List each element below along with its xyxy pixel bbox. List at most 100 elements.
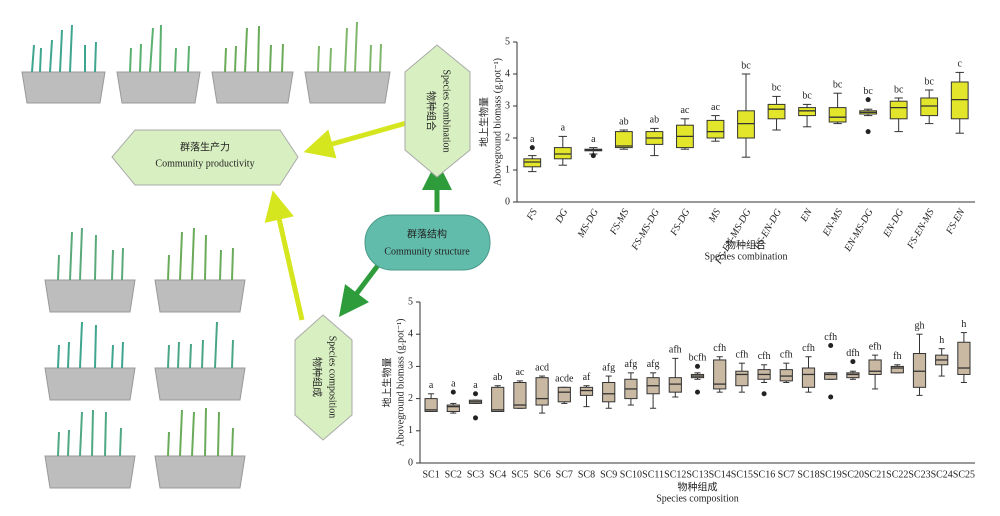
y-label: 地上生物量 <box>477 97 490 147</box>
structure-box <box>364 214 491 271</box>
y-label: Aboveground biomass (g.pot⁻¹) <box>395 319 406 447</box>
pots <box>21 71 391 489</box>
box <box>846 372 860 379</box>
annotation: bc <box>863 86 873 97</box>
x-label: Species combination <box>704 251 787 262</box>
y-tick-label: 5 <box>505 36 510 47</box>
annotation: bc <box>833 79 843 90</box>
x-tick-label: SC21 <box>864 469 886 480</box>
x-tick-label: SC23 <box>908 469 930 480</box>
annotation: bcfh <box>689 353 707 364</box>
box <box>889 100 908 120</box>
box <box>767 103 786 120</box>
box <box>737 110 755 139</box>
box <box>579 386 594 396</box>
x-tick-label: EN <box>798 206 815 225</box>
plants <box>31 21 382 457</box>
annotation: efh <box>869 341 882 352</box>
box <box>824 372 838 380</box>
productivity-zh: 群落生产力 <box>180 140 230 153</box>
x-tick-label: SC6 <box>533 469 550 480</box>
x-label: Species composition <box>656 493 739 504</box>
annotation: ab <box>619 116 628 127</box>
x-tick-label: SC14 <box>709 469 731 480</box>
x-tick-label: SC11 <box>642 469 664 480</box>
x-tick-label: SC20 <box>842 469 864 480</box>
box <box>553 147 572 160</box>
annotation: afg <box>602 362 615 373</box>
annotation: afg <box>647 359 660 370</box>
annotation: cfh <box>802 343 815 354</box>
annotation: cfh <box>824 332 837 343</box>
outlier <box>865 97 871 103</box>
box <box>801 367 816 388</box>
outlier <box>473 415 478 421</box>
box <box>890 365 904 374</box>
combination-en: Species combination <box>441 69 452 152</box>
annotation: a <box>451 378 456 389</box>
x-tick-label: FS-EN <box>944 206 968 237</box>
box <box>950 81 969 120</box>
outlier <box>473 391 478 397</box>
box <box>535 377 549 406</box>
annotation: cfh <box>758 351 771 362</box>
x-tick-label: DG <box>553 207 570 226</box>
box <box>614 131 633 149</box>
box <box>779 369 793 382</box>
x-tick-label: SC5 <box>511 469 528 480</box>
annotation: ac <box>680 105 689 116</box>
annotation: af <box>583 372 591 383</box>
x-tick-label: SC18 <box>797 469 819 480</box>
x-tick-label: MS-DG <box>575 207 601 240</box>
structure-en: Community structure <box>384 246 470 257</box>
box <box>920 97 939 117</box>
y-label: 地上生物量 <box>380 358 393 408</box>
annotation: a <box>530 134 535 145</box>
annotation: cfh <box>736 349 749 360</box>
outlier <box>590 153 596 159</box>
y-tick-label: 4 <box>408 328 413 339</box>
combination-box <box>404 44 471 178</box>
annotation: bc <box>802 91 812 102</box>
x-tick-label: SC15 <box>731 469 753 480</box>
x-tick-label: FS-DG <box>668 207 692 238</box>
box <box>957 341 971 375</box>
y-tick-label: 4 <box>505 68 510 79</box>
annotation: c <box>958 59 963 70</box>
annotation: gh <box>915 320 925 331</box>
y-tick-label: 5 <box>408 296 413 307</box>
composition-box <box>294 314 353 441</box>
x-tick-label: SC12 <box>664 469 686 480</box>
x-tick-label: SC8 <box>578 469 595 480</box>
annotation: afh <box>669 345 682 356</box>
x-tick-label: SC24 <box>931 469 953 480</box>
annotation: a <box>429 380 434 391</box>
y-tick-label: 3 <box>408 361 413 372</box>
outlier <box>865 129 871 135</box>
axis <box>419 302 975 464</box>
x-tick-label: FS-MS-DG <box>629 207 662 253</box>
box <box>446 404 460 412</box>
arrows <box>264 119 452 321</box>
x-tick-label: EN-MS-DG <box>842 207 876 254</box>
y-label: Aboveground biomass (g.pot⁻¹) <box>492 58 503 186</box>
annotation: bc <box>894 84 904 95</box>
x-tick-label: SC25 <box>953 469 975 480</box>
annotation: acde <box>555 374 574 385</box>
annotation: a <box>591 134 596 145</box>
x-tick-label: SC7 <box>778 469 795 480</box>
x-tick-label: SC13 <box>686 469 708 480</box>
structure-zh: 群落结构 <box>407 227 447 240</box>
x-tick-label: SC10 <box>620 469 642 480</box>
outlier <box>828 394 834 400</box>
x-tick-label: SC16 <box>753 469 775 480</box>
annotation: ab <box>493 372 502 383</box>
x-tick-label: SC1 <box>422 469 439 480</box>
box <box>912 353 927 388</box>
x-label: 物种组合 <box>726 238 766 251</box>
box <box>557 386 571 403</box>
annotation: acd <box>535 362 549 373</box>
x-tick-label: SC2 <box>445 469 462 480</box>
box <box>798 107 816 117</box>
